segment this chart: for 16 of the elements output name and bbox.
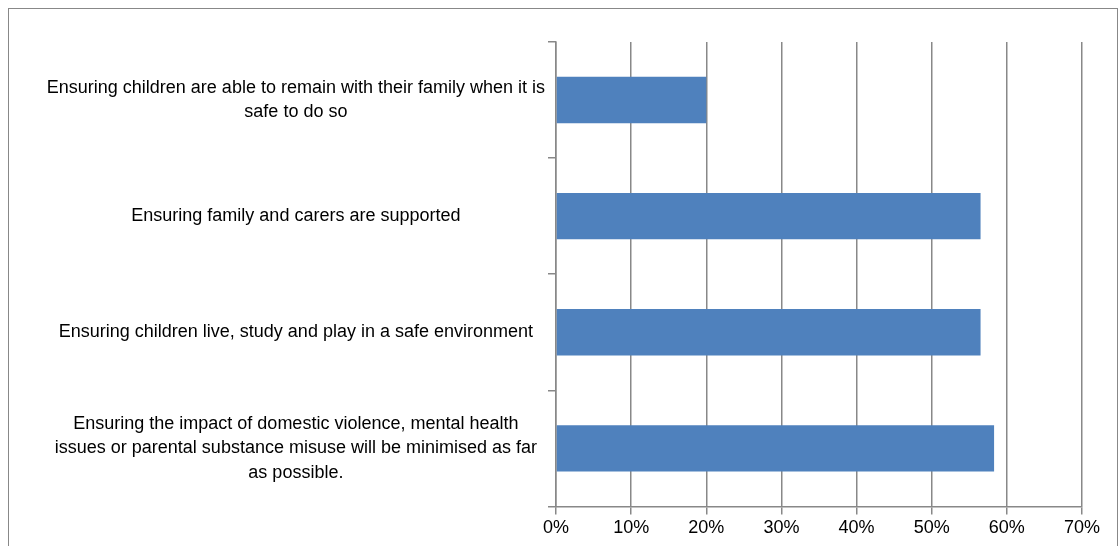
x-tick-label: 0% <box>542 517 570 538</box>
y-tick-label: Ensuring children are able to remain with their family when it is safe to do so <box>46 76 545 122</box>
bar <box>556 425 995 472</box>
y-tick-label: Ensuring the impact of domestic violence, mental health issues or parental substance misuse will be minimised as far as possible. <box>54 413 537 482</box>
x-tick-label: 20% <box>688 517 725 538</box>
x-tick-label: 60% <box>988 517 1025 538</box>
bar <box>556 309 981 356</box>
y-tick-label: Ensuring family and carers are supported <box>131 205 461 226</box>
x-tick-label: 50% <box>913 517 950 538</box>
x-tick-label: 40% <box>838 517 875 538</box>
y-tick-label: Ensuring children live, study and play in a safe environment <box>58 321 534 342</box>
bar <box>556 76 707 124</box>
x-tick-label: 70% <box>1063 517 1101 538</box>
x-tick-label: 30% <box>763 517 800 538</box>
x-tick-label: 10% <box>613 517 650 538</box>
bar <box>556 192 981 240</box>
